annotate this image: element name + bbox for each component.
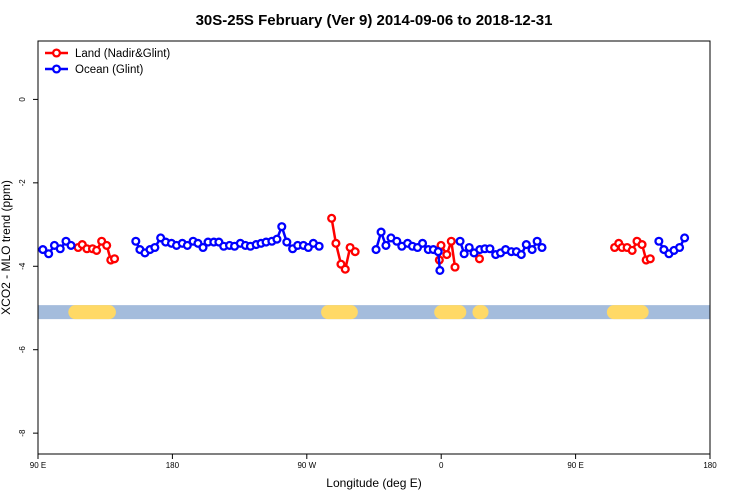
data-point-land <box>450 262 460 272</box>
data-point-ocean <box>527 245 537 255</box>
data-point-land <box>350 247 360 257</box>
data-point-ocean <box>182 240 192 250</box>
data-point-land <box>340 264 350 274</box>
x-tick-label: 180 <box>166 461 180 470</box>
legend-marker-land <box>51 48 62 58</box>
data-point-land <box>92 245 102 255</box>
y-axis-label: XCO2 - MLO trend (ppm) <box>0 180 13 315</box>
legend-label-land: Land (Nadir&Glint) <box>75 48 170 60</box>
data-point-ocean <box>272 234 282 244</box>
data-point-land <box>331 238 341 248</box>
data-point-ocean <box>516 250 526 260</box>
data-point-ocean <box>680 233 690 243</box>
data-point-ocean <box>485 244 495 254</box>
y-tick-label: -4 <box>18 262 27 270</box>
data-point-ocean <box>150 242 160 253</box>
data-point-land <box>645 254 655 264</box>
data-point-ocean <box>314 241 324 251</box>
x-tick-label: 0 <box>439 461 444 470</box>
x-tick-label: 180 <box>703 461 717 470</box>
data-point-ocean <box>381 240 391 250</box>
data-point-ocean <box>277 222 287 232</box>
x-axis-label: Longitude (deg E) <box>326 476 421 490</box>
data-point-ocean <box>198 242 208 253</box>
data-point-ocean <box>55 244 65 254</box>
data-point-land <box>446 236 456 246</box>
y-tick-label: -2 <box>18 179 27 187</box>
data-point-ocean <box>537 242 547 253</box>
data-point-ocean <box>433 247 443 257</box>
data-point-ocean <box>371 245 381 255</box>
x-tick-label: 90 E <box>30 461 46 470</box>
x-tick-label: 90 E <box>567 461 583 470</box>
data-point-ocean <box>282 237 292 247</box>
data-point-land <box>442 250 452 260</box>
data-point-ocean <box>455 236 465 246</box>
y-tick-label: 0 <box>18 97 27 102</box>
legend: Land (Nadir&Glint) Ocean (Glint) <box>45 48 170 76</box>
y-tick-label: -8 <box>18 429 27 437</box>
data-point-ocean <box>532 236 542 246</box>
x-tick-label: 90 W <box>297 461 316 470</box>
chart-title: 30S-25S February (Ver 9) 2014-09-06 to 2… <box>196 12 553 29</box>
data-point-ocean <box>464 242 474 253</box>
data-point-land <box>109 254 120 264</box>
legend-marker-ocean <box>51 64 62 74</box>
axes: 90 E 180 90 W 0 90 E 180 0 -2 -4 -6 -8 <box>18 97 717 470</box>
data-point-ocean <box>675 242 685 253</box>
data-point-land <box>327 213 337 223</box>
data-point-ocean <box>376 227 386 237</box>
data-point-land <box>474 254 485 264</box>
data-point-ocean <box>392 236 402 246</box>
plot-area <box>38 213 710 320</box>
data-point-ocean <box>459 249 469 259</box>
legend-label-ocean: Ocean (Glint) <box>75 64 144 76</box>
data-point-ocean <box>417 238 428 248</box>
plot-frame <box>37 40 711 455</box>
data-point-ocean <box>66 240 76 250</box>
data-point-ocean <box>435 265 445 275</box>
data-point-ocean <box>654 236 664 246</box>
y-tick-label: -6 <box>18 346 27 354</box>
data-point-ocean <box>521 240 531 250</box>
data-point-ocean <box>131 236 141 246</box>
data-point-land <box>627 245 637 255</box>
data-point-land <box>102 240 112 250</box>
data-point-ocean <box>44 249 54 259</box>
data-point-land <box>637 240 647 250</box>
data-point-ocean <box>38 245 48 255</box>
